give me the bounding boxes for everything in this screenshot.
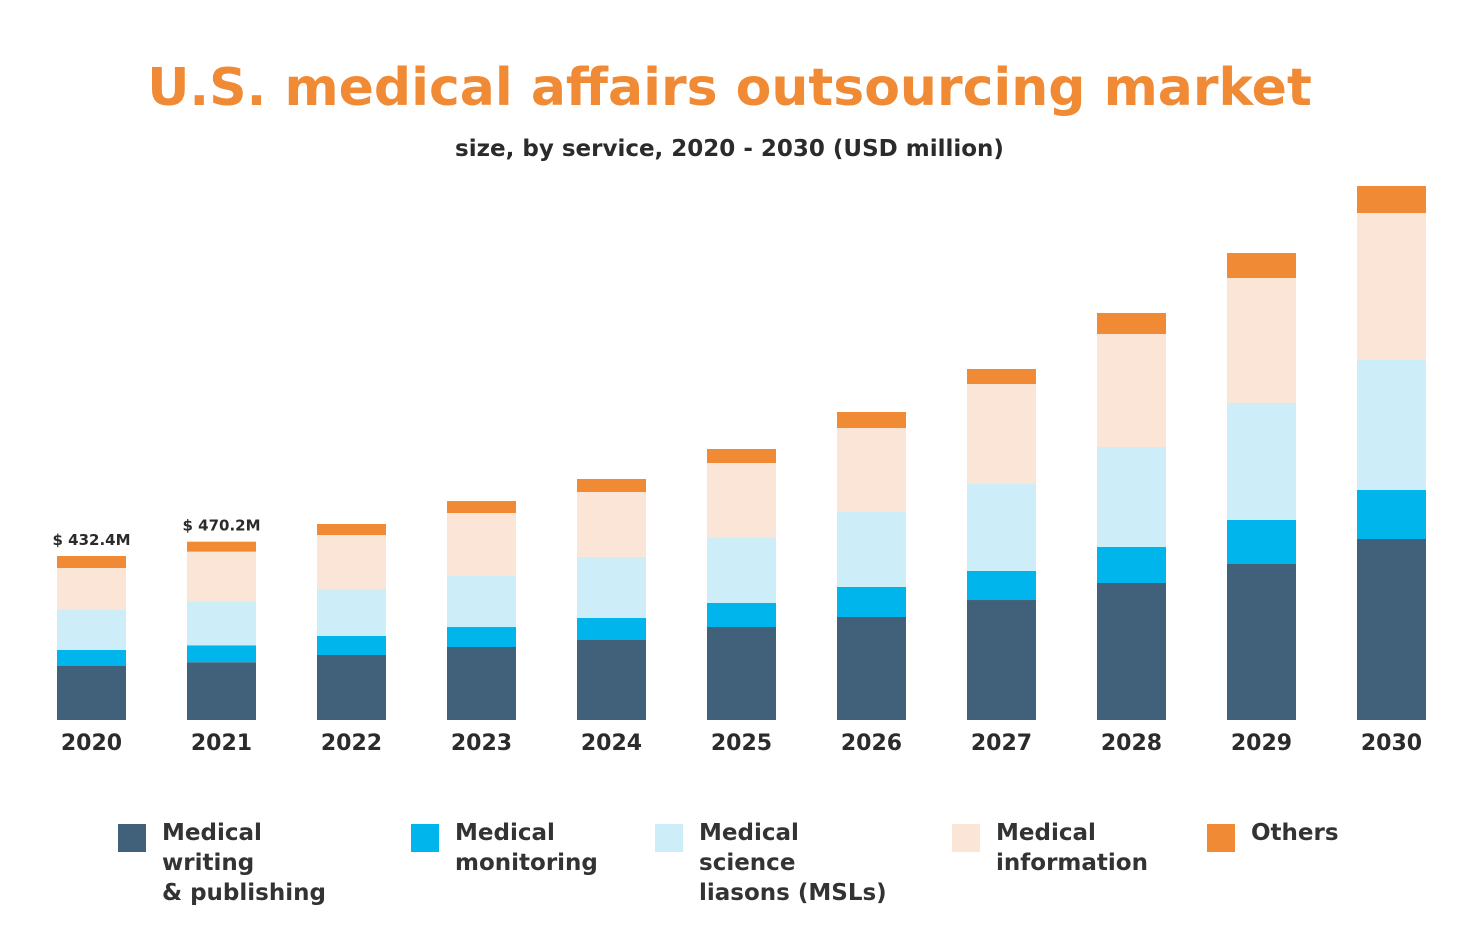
bar-segment-2028-2: [1097, 446, 1166, 547]
bar-segment-2026-2: [837, 511, 906, 588]
bar-segment-2024-1: [577, 617, 646, 640]
x-tick-label: 2026: [841, 731, 902, 756]
bar-segment-2028-4: [1097, 312, 1166, 334]
bar-segment-2029-4: [1227, 253, 1296, 279]
legend-label: Medical writing & publishing: [162, 820, 326, 906]
bar-segment-2023-4: [447, 501, 516, 514]
bar-segment-2023-0: [447, 646, 516, 720]
bar-segment-2020-2: [57, 609, 126, 650]
bar-segment-2027-0: [967, 600, 1036, 720]
bar-segment-2021-4: [187, 541, 256, 552]
bar-segment-2027-4: [967, 368, 1036, 385]
chart-title: U.S. medical affairs outsourcing market: [147, 58, 1312, 118]
bar-segment-2025-1: [707, 603, 776, 628]
bar-segment-2030-0: [1357, 538, 1426, 720]
bar-segment-2028-3: [1097, 333, 1166, 447]
x-tick-label: 2022: [321, 731, 382, 756]
bar-segment-2022-0: [317, 655, 386, 720]
bar-segment-2029-0: [1227, 563, 1296, 720]
legend-item: Medical science liasons (MSLs): [655, 818, 899, 908]
legend-item: Medical monitoring: [411, 818, 655, 878]
bar-segment-2025-0: [707, 627, 776, 720]
bar-segment-2020-1: [57, 649, 126, 666]
bar-segment-2024-0: [577, 639, 646, 720]
bar-segment-2025-3: [707, 462, 776, 539]
bar-segment-2029-1: [1227, 519, 1296, 564]
legend-item: Medical writing & publishing: [118, 818, 362, 908]
bar-segment-2030-2: [1357, 360, 1426, 490]
bar-segment-2027-3: [967, 384, 1036, 485]
legend-label: Medical information: [996, 820, 1148, 876]
legend-label: Medical science liasons (MSLs): [699, 820, 887, 906]
x-tick-label: 2028: [1101, 731, 1162, 756]
bar-segment-2026-4: [837, 411, 906, 428]
bar-segment-2022-4: [317, 524, 386, 536]
bar-segment-2022-3: [317, 535, 386, 590]
legend-label: Others: [1251, 820, 1339, 846]
legend-swatch: [118, 824, 146, 852]
bar-segment-2021-0: [187, 662, 256, 720]
bar-segment-2020-3: [57, 567, 126, 610]
bar-segment-2025-2: [707, 538, 776, 604]
bar-segment-2024-4: [577, 478, 646, 492]
bar-segment-2028-1: [1097, 546, 1166, 583]
x-tick-label: 2029: [1231, 731, 1292, 756]
bar-segment-2020-0: [57, 665, 126, 720]
legend-swatch: [952, 824, 980, 852]
bar-segment-2029-3: [1227, 278, 1296, 404]
bar-segment-2027-2: [967, 484, 1036, 572]
bar-segment-2028-0: [1097, 582, 1166, 720]
bar-segment-2030-4: [1357, 186, 1426, 214]
bar-segment-2027-1: [967, 571, 1036, 601]
bar-segment-2023-1: [447, 627, 516, 647]
legend-label: Medical monitoring: [455, 820, 598, 876]
bar-segment-2021-2: [187, 601, 256, 646]
bar-segment-2021-3: [187, 551, 256, 602]
bar-segment-2023-2: [447, 576, 516, 628]
legend-swatch: [655, 824, 683, 852]
bar-segment-2026-1: [837, 587, 906, 618]
legend-swatch: [411, 824, 439, 852]
x-tick-label: 2025: [711, 731, 772, 756]
data-label: $ 432.4M: [52, 531, 130, 549]
data-label: $ 470.2M: [182, 517, 260, 535]
bar-segment-2025-4: [707, 449, 776, 463]
bar-segment-2026-0: [837, 617, 906, 720]
x-tick-label: 2023: [451, 731, 512, 756]
x-tick-label: 2027: [971, 731, 1032, 756]
x-tick-label: 2020: [61, 731, 122, 756]
x-tick-label: 2021: [191, 731, 252, 756]
bar-segment-2020-4: [57, 556, 126, 568]
legend-item: Medical information: [952, 818, 1196, 878]
legend-swatch: [1207, 824, 1235, 852]
bar-segment-2024-2: [577, 556, 646, 618]
bar-segment-2026-3: [837, 427, 906, 512]
chart-subtitle: size, by service, 2020 - 2030 (USD milli…: [455, 136, 1004, 162]
x-tick-label: 2030: [1361, 731, 1422, 756]
bar-segment-2030-3: [1357, 213, 1426, 361]
bar-segment-2024-3: [577, 491, 646, 557]
bar-segment-2029-2: [1227, 403, 1296, 520]
bar-segment-2030-1: [1357, 489, 1426, 539]
bar-segment-2023-3: [447, 513, 516, 577]
x-tick-label: 2024: [581, 731, 642, 756]
bar-segment-2021-1: [187, 645, 256, 663]
legend-item: Others: [1207, 818, 1451, 852]
bar-segment-2022-1: [317, 636, 386, 656]
bar-segment-2022-2: [317, 589, 386, 637]
